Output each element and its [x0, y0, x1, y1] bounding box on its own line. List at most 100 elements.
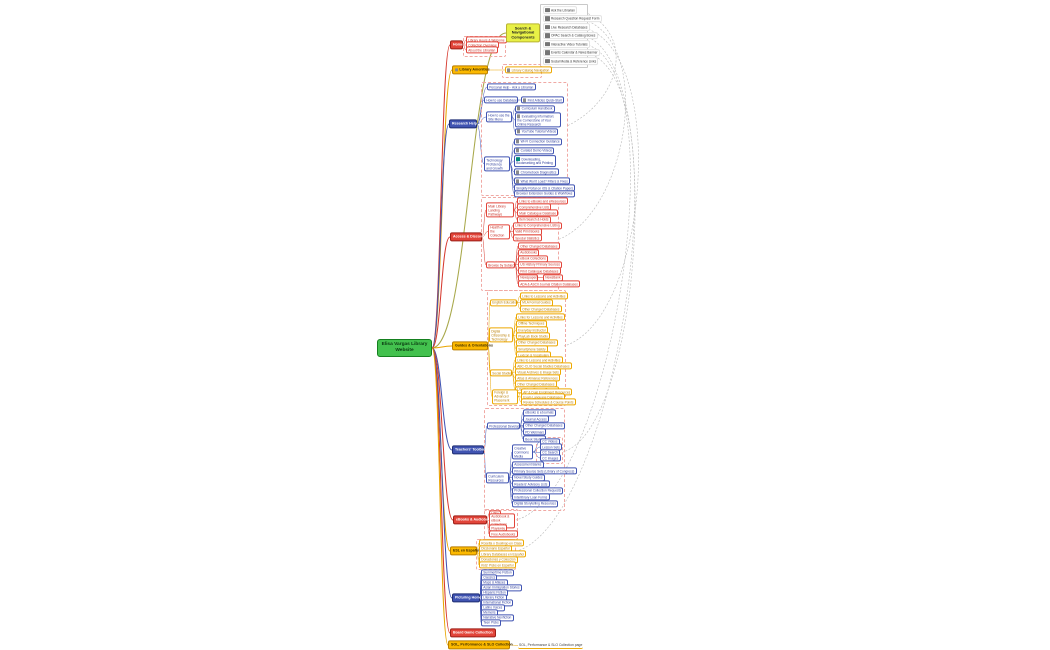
- node-ac-main[interactable]: Main Library Landing Pathways: [486, 202, 514, 218]
- node-cc-4[interactable]: CC Images: [540, 454, 561, 462]
- node-r-site-3[interactable]: YouTube Tutorial Videos: [515, 127, 559, 136]
- node-esl-5[interactable]: Kids' Picks en Español: [479, 561, 516, 569]
- node-cr-1[interactable]: Creative Commons Media: [512, 444, 533, 460]
- node-s-4[interactable]: OPAC Search & Catalog Boxes: [543, 31, 598, 40]
- node-label: eBooks & Audiobooks: [456, 517, 495, 522]
- node-ac-subj-1[interactable]: Other Charged Databases: [518, 242, 560, 250]
- document-icon: [517, 106, 521, 111]
- node-r-tech-4[interactable]: Chromebook Diagnostics: [514, 168, 559, 176]
- node-teachers[interactable]: Teachers' Toolbox: [452, 445, 486, 455]
- node-label: Library Catalog Navigation: [511, 67, 550, 72]
- node-sol-1[interactable]: SOL, Performance & SLO Collection page: [518, 642, 584, 649]
- node-home-3[interactable]: About the Librarian: [466, 46, 498, 54]
- node-label: Board Game Collection: [453, 630, 493, 635]
- node-r-db-1[interactable]: Find Articles Quick-Start: [521, 96, 565, 104]
- node-label: Special Statistics: [515, 236, 540, 240]
- node-board[interactable]: Board Game Collection: [450, 628, 496, 638]
- node-te-cr[interactable]: Curriculum Resources: [486, 472, 509, 484]
- node-te-pd-4[interactable]: PD Webinars: [523, 428, 547, 436]
- node-label: Smartphone Safety: [518, 347, 546, 351]
- node-r-tech-5[interactable]: What Won't Load? Filters & Fixes: [514, 177, 571, 185]
- node-label: Guides & Orientations: [455, 343, 493, 348]
- node-label: SOL, Performance & SLO Collection page: [519, 642, 583, 647]
- node-cr-8[interactable]: Digital Storytelling Resources: [512, 499, 559, 508]
- node-r-tech-1[interactable]: Wi-Fi Connection Guidance: [514, 137, 562, 146]
- node-gu-for-3[interactable]: Review Schedules & Course Points: [521, 398, 576, 406]
- node-label: Review Schedules & Course Points: [523, 400, 574, 404]
- node-r-site-2[interactable]: Evaluating Information: the Cornerstone …: [515, 112, 561, 128]
- node-r-site-1[interactable]: Curriculum Handbook: [515, 104, 555, 113]
- node-research[interactable]: Research Help: [449, 119, 477, 129]
- node-r-tech[interactable]: Technology Proficiency and Growth: [484, 156, 510, 172]
- node-s-5[interactable]: Interactive Video Tutorials: [543, 40, 590, 48]
- node-gu-dig[interactable]: Digital Citizenship & Technology: [489, 327, 513, 343]
- calendar-icon: [545, 50, 550, 55]
- node-label: Atlas & Almanac References: [517, 376, 558, 380]
- node-eb-2[interactable]: Audiobook & eBook Collections: [489, 512, 515, 529]
- node-guides[interactable]: Guides & Orientations: [452, 341, 493, 351]
- node-s-2[interactable]: Research Question Request Form: [543, 14, 602, 23]
- document-icon: [516, 170, 520, 175]
- node-label: English Education: [492, 300, 518, 305]
- connector-line: [562, 35, 636, 453]
- node-r-tech-3[interactable]: Downloading, Bookmarking and Printing: [514, 155, 556, 167]
- node-label: How to use the Site Menu: [488, 113, 510, 121]
- node-esl[interactable]: ESL en Español: [450, 546, 480, 556]
- node-r-db[interactable]: How to use Databases: [484, 96, 518, 104]
- node-label: Events Calendar & News Banner: [550, 50, 598, 55]
- node-s-1[interactable]: Ask the Librarian: [543, 6, 578, 14]
- node-ac-subj[interactable]: Browse by Subject: [486, 261, 515, 269]
- node-te-pd[interactable]: Professional Development: [487, 422, 527, 430]
- node-gu-eng[interactable]: English Education: [490, 298, 518, 307]
- node-search[interactable]: Search & Navigational Components: [506, 23, 540, 43]
- node-gu-soc[interactable]: Social Studies: [490, 369, 513, 377]
- connector-line: [486, 519, 490, 535]
- node-s-7[interactable]: Social Media & Reference Links: [543, 57, 599, 65]
- node-gu-eng-3[interactable]: Other Charged Databases: [520, 305, 562, 313]
- document-icon: [516, 139, 520, 144]
- node-ph-1[interactable]: Summertime Fiction: [481, 568, 514, 577]
- connector-line: [431, 347, 454, 521]
- node-label: SOL, Performance & SLO Collection: [451, 642, 513, 647]
- node-r-help[interactable]: Personal Help · Ask a Librarian: [487, 83, 536, 91]
- node-ac-subj-8[interactable]: ADA & ASCII Journal Citation Databases: [518, 280, 581, 288]
- connector-line: [481, 209, 487, 238]
- node-picturing[interactable]: Picturing Home: [452, 593, 482, 603]
- connector-line: [509, 644, 519, 646]
- node-ebooks[interactable]: eBooks & Audiobooks: [453, 515, 494, 525]
- node-label: Other Charged Databases: [518, 340, 556, 345]
- node-label: Novel Study Guides: [514, 475, 543, 480]
- form-icon: [545, 16, 550, 21]
- node-label: Rosetta o Duolingo en Clase: [481, 541, 522, 545]
- node-label: Browser Extension Guides & Workflows: [516, 191, 573, 196]
- node-r-tech-2[interactable]: Curated Demo Videos: [514, 146, 555, 155]
- node-access[interactable]: Access & Discovery: [450, 232, 487, 242]
- node-s-6[interactable]: Events Calendar & News Banner: [543, 48, 600, 57]
- node-r-tech-7[interactable]: Browser Extension Guides & Workflows: [514, 189, 575, 198]
- node-ac-subj-5[interactable]: Print Catalogue Databases: [518, 267, 561, 275]
- document-icon: [523, 98, 527, 103]
- video-icon: [545, 41, 550, 47]
- node-center[interactable]: Elisa Vargas Library Website: [377, 339, 432, 357]
- node-label: Other Charged Databases: [520, 244, 558, 248]
- node-home[interactable]: Home: [450, 40, 463, 50]
- connector-line: [512, 334, 517, 356]
- node-label: Downloading, Bookmarking and Printing: [516, 156, 553, 166]
- node-label: International Fiction: [483, 600, 512, 605]
- node-amenities[interactable]: Library Amenities: [452, 65, 490, 75]
- node-label: US History Primary Sources: [520, 262, 560, 267]
- node-label: Ask the Librarian: [550, 7, 575, 12]
- node-ac-health[interactable]: Health of the Collection: [488, 223, 510, 240]
- node-eb-4[interactable]: Free Audiobooks: [489, 530, 518, 538]
- node-ph-11[interactable]: Teen Picks: [481, 618, 502, 627]
- node-ac-health-3[interactable]: Special Statistics: [513, 234, 542, 242]
- node-s-3[interactable]: Live Research Databases: [543, 23, 590, 31]
- node-label: Social Studies: [492, 371, 513, 375]
- node-r-site[interactable]: How to use the Site Menu: [486, 111, 512, 123]
- node-amen-1[interactable]: Library Catalog Navigation: [505, 66, 552, 74]
- search-box-icon: [545, 33, 550, 38]
- node-label: Creative Commons Media: [514, 446, 529, 458]
- node-label: Valid Print Books: [515, 229, 540, 234]
- node-gu-for[interactable]: Foreign & Advanced Placement: [492, 388, 518, 405]
- node-sol[interactable]: SOL, Performance & SLO Collection: [448, 640, 513, 650]
